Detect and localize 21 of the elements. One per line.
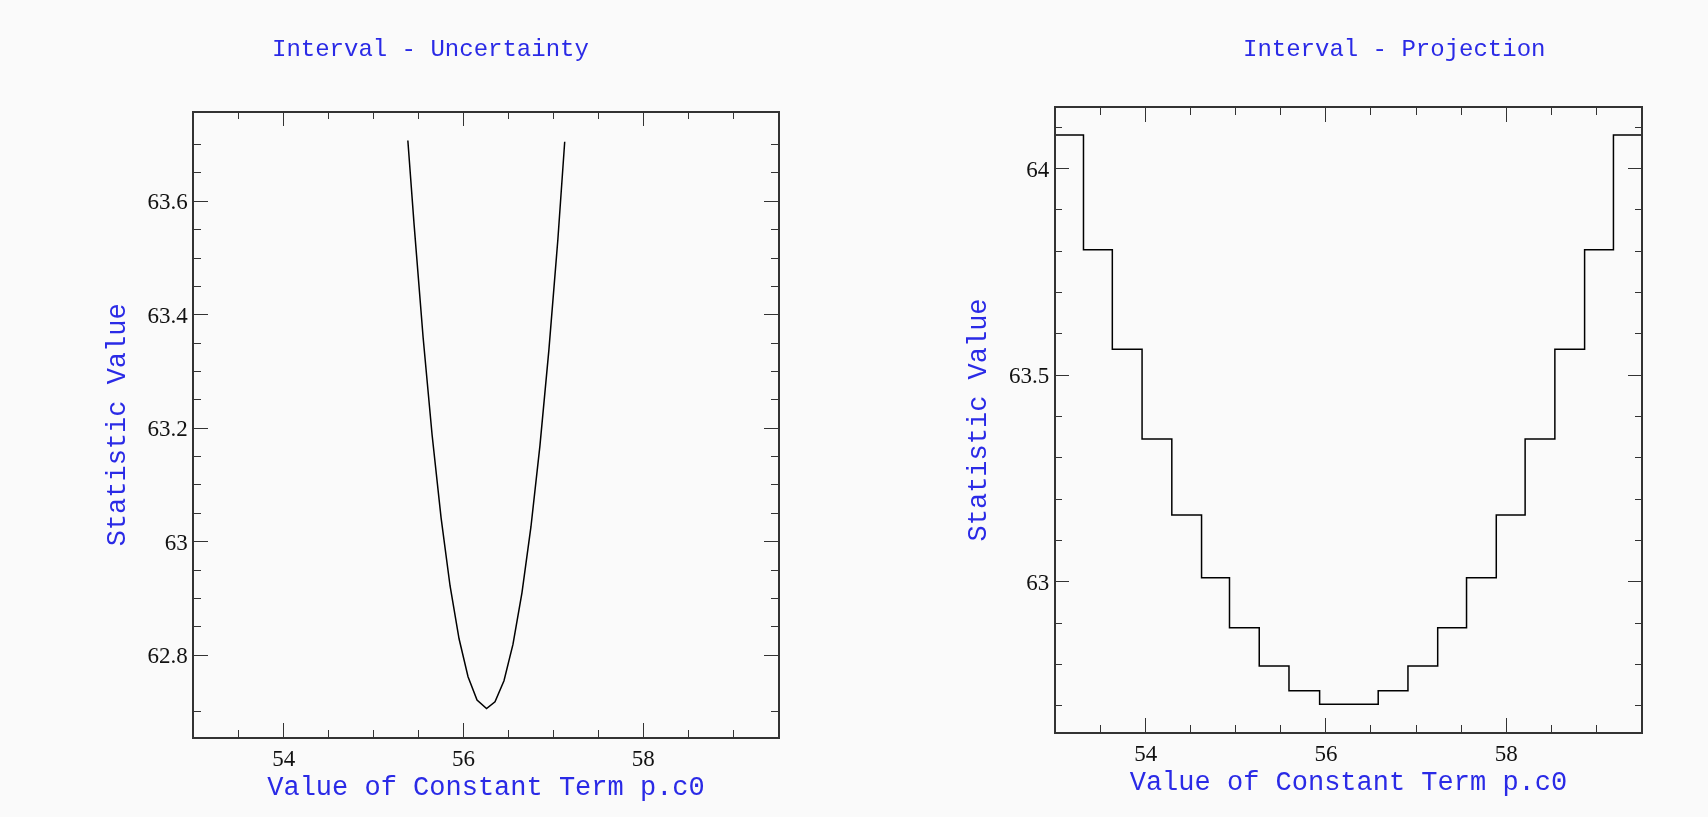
y-tick-label: 63 <box>164 529 188 555</box>
y-tick-label: 64 <box>1026 156 1050 182</box>
y-tick-label: 63.2 <box>147 416 188 442</box>
chart-title: Interval - Projection <box>1243 36 1546 63</box>
y-tick-label: 63 <box>1026 570 1050 596</box>
x-tick-label: 58 <box>631 746 655 772</box>
y-tick-label: 63.5 <box>1008 363 1050 389</box>
line-series <box>407 139 566 710</box>
x-axis-title: Value of Constant Term p.c0 <box>1129 768 1568 799</box>
x-axis-title: Value of Constant Term p.c0 <box>267 773 705 804</box>
x-tick-label: 54 <box>272 746 296 772</box>
chart-title: Interval - Uncertainty <box>272 36 589 63</box>
y-tick-label: 63.6 <box>147 189 188 215</box>
x-tick-label: 56 <box>1314 741 1338 767</box>
y-tick-label: 63.4 <box>147 302 189 328</box>
y-axis-title: Statistic Value <box>102 303 133 547</box>
x-tick-label: 56 <box>452 746 476 772</box>
x-tick-label: 58 <box>1494 741 1518 767</box>
y-axis-title: Statistic Value <box>964 298 995 542</box>
y-tick-label: 62.8 <box>147 643 188 669</box>
x-tick-label: 54 <box>1134 741 1158 767</box>
